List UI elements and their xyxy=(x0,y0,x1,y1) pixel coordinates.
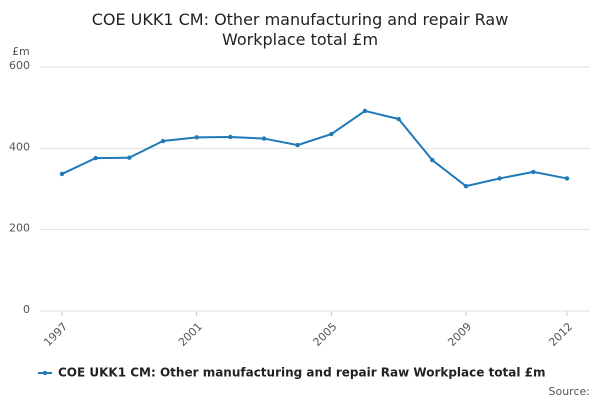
y-tick-label: 200 xyxy=(9,222,30,235)
x-tick-label: 2005 xyxy=(311,320,340,349)
y-tick-label: 0 xyxy=(23,303,30,316)
x-tick-label: 2012 xyxy=(546,320,575,349)
chart-title: COE UKK1 CM: Other manufacturing and rep… xyxy=(92,10,509,49)
point xyxy=(160,138,166,144)
point xyxy=(430,157,435,163)
point xyxy=(329,131,334,137)
point xyxy=(463,183,469,189)
point xyxy=(564,176,570,181)
point xyxy=(531,169,536,175)
y-axis-label: £m xyxy=(12,45,30,58)
y-tick-label: 600 xyxy=(9,59,30,72)
line xyxy=(61,109,568,188)
source: Source: xyxy=(549,385,591,398)
x-tick-label: 2001 xyxy=(176,320,205,349)
legend-label: COE UKK1 CM: Other manufacturing and rep… xyxy=(58,366,546,380)
point xyxy=(93,155,98,161)
point xyxy=(59,171,65,177)
point xyxy=(396,116,401,122)
point xyxy=(497,176,502,181)
point xyxy=(362,108,368,114)
point xyxy=(261,136,267,141)
legend-marker xyxy=(42,370,48,376)
point xyxy=(295,142,300,148)
point xyxy=(127,155,132,160)
point xyxy=(194,135,199,140)
y-tick-label: 400 xyxy=(9,140,30,153)
x-tick-label: 1997 xyxy=(41,320,70,349)
x-tick-label: 2009 xyxy=(445,320,474,349)
point xyxy=(228,134,233,140)
